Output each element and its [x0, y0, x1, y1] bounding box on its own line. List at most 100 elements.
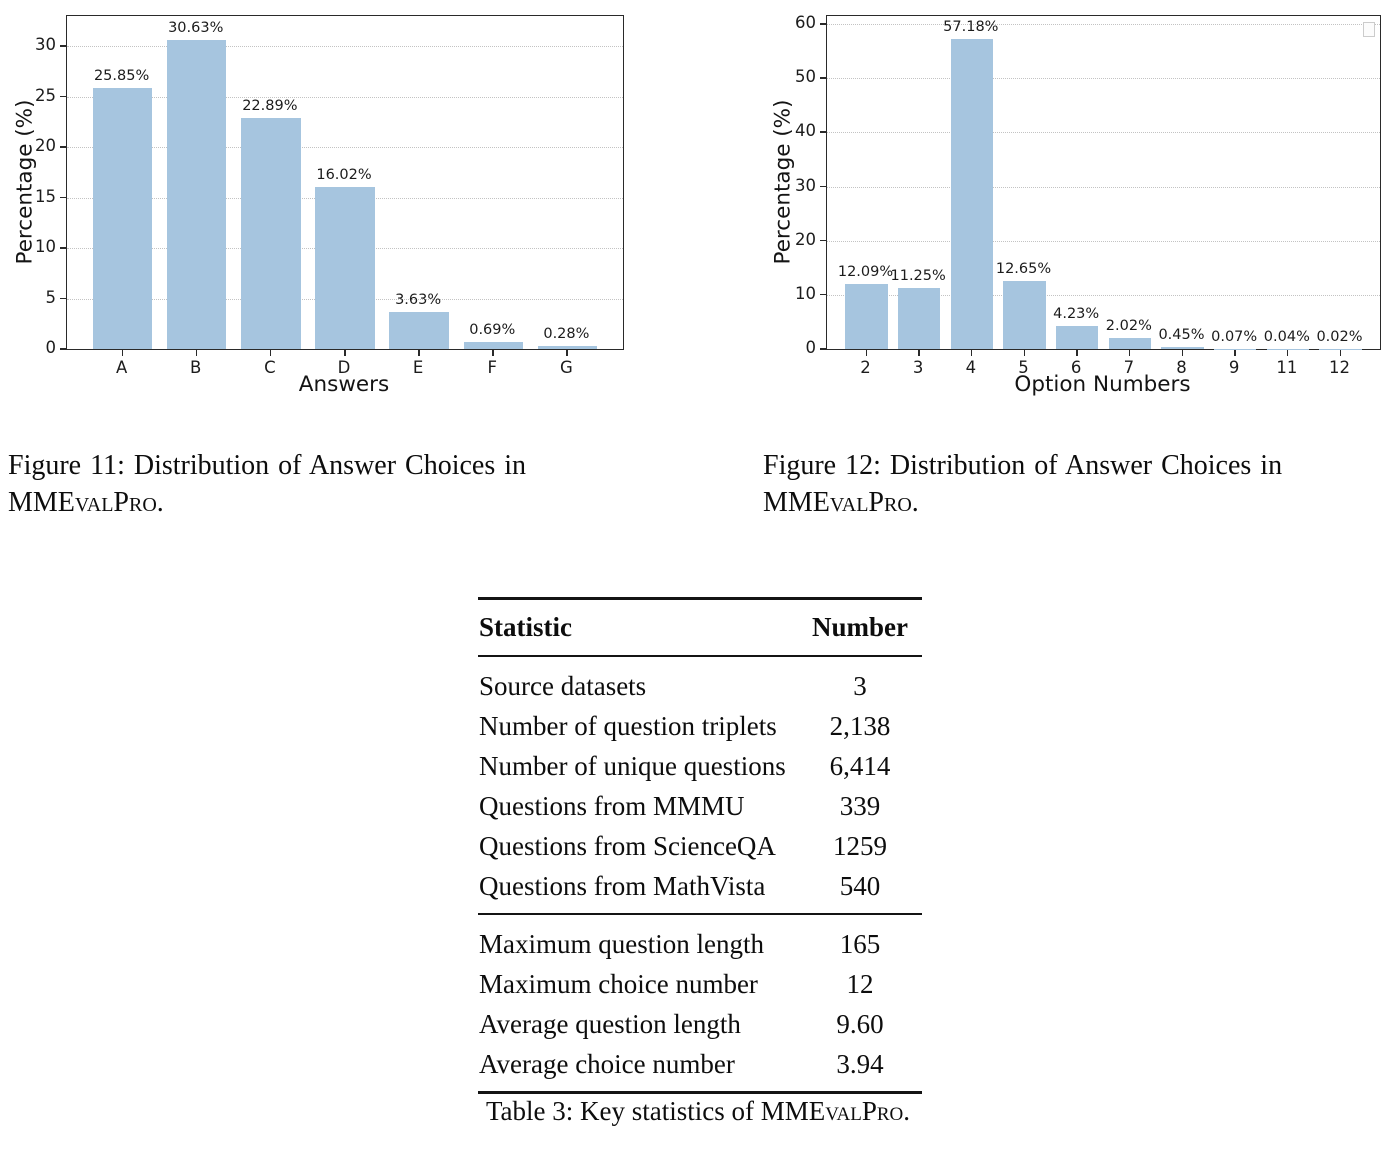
gridline: [827, 240, 1380, 242]
table-row: Number of unique questions 6,414: [478, 746, 922, 786]
x-tick-label: F: [487, 358, 498, 377]
gridline: [67, 147, 623, 149]
gridline: [67, 96, 623, 98]
x-tick: [1076, 349, 1078, 356]
y-tick-label: 30: [35, 35, 56, 55]
figure11-caption: Figure 11: Distribution of Answer Choice…: [8, 447, 648, 521]
bar-value-label: 12.65%: [995, 260, 1052, 277]
stat-label: Source datasets: [479, 671, 647, 701]
gridline: [67, 46, 623, 48]
bar-value-label: 57.18%: [943, 19, 999, 36]
stat-value: 3.94: [836, 1049, 884, 1079]
figure11-caption-brand: MMEvalPro.: [8, 487, 164, 518]
figure12-caption-brand: MMEvalPro.: [763, 487, 919, 518]
figure12-caption-text: Figure 12: Distribution of Answer Choice…: [763, 450, 1283, 481]
gridline: [827, 186, 1380, 188]
y-tick-label: 20: [795, 229, 816, 249]
bar-value-label: 2.02%: [1105, 318, 1152, 335]
x-tick-label: 9: [1228, 358, 1240, 377]
x-tick: [344, 349, 346, 356]
x-tick-label: A: [115, 358, 128, 377]
figure11-bar-chart: 0 5 10 15 20 25 30 25.85% A 30.63% B 22.89% C 16.02% D…: [0, 0, 1394, 420]
y-tick-label: 20: [35, 136, 56, 156]
bar-value-label: 0.04%: [1263, 328, 1310, 345]
stat-label: Number of question triplets: [479, 711, 777, 741]
table-row: Questions from ScienceQA 1259: [478, 826, 922, 866]
x-tick-label: G: [559, 358, 573, 377]
stat-value: 12: [846, 969, 874, 999]
bar-value-label: 25.85%: [93, 68, 150, 85]
x-tick: [492, 349, 494, 356]
x-tick: [195, 349, 198, 356]
y-tick: [60, 146, 66, 148]
x-tick: [1286, 349, 1289, 356]
gridline: [827, 132, 1380, 134]
bar: [1056, 326, 1099, 349]
x-tick: [418, 349, 420, 356]
stat-value: 339: [839, 791, 881, 821]
bar-value-label: 30.63%: [168, 19, 224, 36]
bar-value-label: 4.23%: [1053, 306, 1100, 323]
y-tick: [820, 23, 826, 25]
y-tick-label: 30: [795, 175, 816, 195]
table-row: Maximum question length 165: [478, 914, 922, 964]
y-tick-label: 15: [35, 186, 56, 206]
gridline: [827, 24, 1380, 26]
y-tick: [820, 131, 826, 133]
bar: [898, 288, 941, 349]
key-statistics-table: Statistic Number Source datasets 3 Number …: [478, 597, 922, 1094]
table-header-row: Statistic Number: [478, 599, 922, 657]
x-tick: [1234, 349, 1236, 356]
bar: [92, 88, 153, 349]
table-row: Questions from MathVista 540: [478, 866, 922, 914]
table3-caption-text: Table 3: Key statistics of: [485, 1096, 755, 1126]
x-tick: [1339, 349, 1341, 356]
x-tick-label: 2: [860, 358, 871, 377]
legend-placeholder: [1363, 22, 1375, 37]
y-tick: [60, 196, 66, 199]
y-tick-label: 0: [805, 338, 817, 357]
gridline: [827, 294, 1380, 296]
bar: [167, 39, 227, 349]
y-tick-label: 40: [795, 121, 816, 141]
bar: [389, 312, 449, 349]
y-tick-label: 25: [35, 85, 56, 105]
column-header-number: Number: [812, 612, 908, 642]
y-tick-label: 10: [795, 283, 816, 303]
x-tick-label: B: [190, 358, 202, 377]
x-tick-label: E: [412, 358, 424, 377]
y-tick-label: 10: [35, 237, 56, 257]
figure12-caption: Figure 12: Distribution of Answer Choice…: [763, 447, 1394, 521]
stat-value: 3: [853, 671, 867, 701]
bar-value-label: 0.69%: [469, 322, 516, 339]
bar: [845, 283, 888, 349]
y-tick: [60, 45, 66, 47]
stat-label: Average question length: [479, 1009, 741, 1039]
bar-value-label: 0.02%: [1316, 328, 1363, 345]
x-tick-label: 11: [1276, 358, 1298, 377]
table-row: Questions from MMMU 339: [478, 786, 922, 826]
y-tick: [820, 348, 826, 350]
bar: [1161, 346, 1204, 349]
y-tick-label: 5: [45, 287, 57, 307]
y-tick: [820, 77, 826, 79]
x-tick-label: 4: [965, 358, 977, 377]
bar-value-label: 0.45%: [1158, 326, 1205, 343]
bar-value-label: 16.02%: [316, 167, 372, 184]
y-tick: [60, 247, 66, 249]
figure12-bar-chart: 0 10 20 30 40 50 60 12.09% 2 11.25% 3 57.18% 4 12.65%…: [0, 0, 1394, 420]
bar: [241, 118, 301, 349]
y-tick: [820, 185, 826, 188]
y-tick: [820, 239, 826, 242]
bar: [1108, 338, 1151, 349]
x-tick-label: 3: [912, 358, 924, 377]
y-tick-label: 50: [795, 67, 816, 87]
stat-value: 540: [839, 871, 881, 901]
bar-value-label: 22.89%: [242, 98, 298, 115]
table-row: Source datasets 3: [478, 656, 922, 706]
stat-label: Maximum choice number: [479, 969, 758, 999]
stat-label: Questions from MMMU: [479, 791, 745, 821]
bar: [463, 342, 523, 349]
bar-value-label: 0.07%: [1211, 328, 1258, 345]
